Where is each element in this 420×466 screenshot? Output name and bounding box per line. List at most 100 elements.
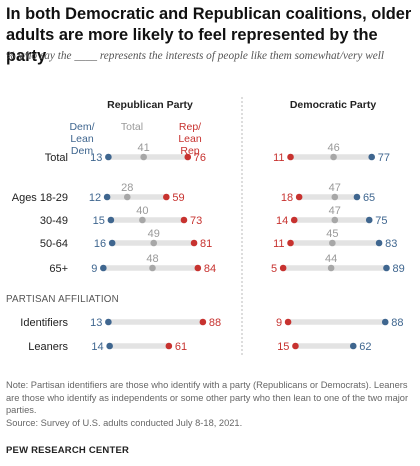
- dot-0-2-0: [184, 153, 192, 161]
- value-label-0-2-1: 59: [172, 192, 184, 204]
- value-label-0-0-6: 14: [91, 341, 103, 353]
- value-label-0-0-4: 9: [91, 263, 97, 275]
- dot-1-2-0: [368, 153, 376, 161]
- value-label-0-2-6: 61: [175, 341, 187, 353]
- note-text: Note: Partisan identifiers are those who…: [6, 380, 409, 416]
- row-label-4: 65+: [49, 263, 68, 275]
- dot-0-1-1: [123, 193, 131, 201]
- source-text: Source: Survey of U.S. adults conducted …: [6, 417, 243, 428]
- value-label-1-1-2: 47: [329, 205, 341, 217]
- dot-0-2-5: [199, 318, 207, 326]
- value-label-1-0-4: 5: [271, 263, 277, 275]
- dot-0-1-0: [140, 153, 147, 161]
- dot-0-0-5: [105, 318, 112, 326]
- value-label-1-2-2: 75: [375, 215, 387, 227]
- dot-0-1-2: [139, 216, 146, 224]
- value-label-1-2-1: 65: [363, 192, 375, 204]
- dot-1-2-2: [365, 216, 373, 224]
- dot-1-2-6: [349, 342, 357, 350]
- dot-1-2-3: [375, 239, 383, 247]
- row-label-2: 30-49: [40, 215, 68, 227]
- legend-label-2-1: Lean: [178, 133, 202, 145]
- dot-1-1-3: [329, 239, 336, 247]
- dot-1-2-1: [353, 193, 361, 201]
- value-label-0-1-1: 28: [121, 182, 133, 194]
- value-label-0-0-3: 16: [94, 238, 106, 250]
- dot-1-0-4: [279, 264, 287, 272]
- legend-label-2-0: Rep/: [179, 121, 201, 133]
- value-label-1-0-6: 15: [277, 341, 289, 353]
- dot-1-1-4: [327, 264, 335, 272]
- dot-0-2-6: [165, 342, 173, 350]
- value-label-0-0-2: 15: [93, 215, 105, 227]
- value-label-0-2-5: 88: [209, 317, 221, 329]
- value-label-1-2-0: 77: [378, 152, 390, 164]
- value-label-1-1-3: 45: [326, 228, 338, 240]
- value-label-0-1-0: 41: [138, 142, 150, 154]
- value-label-1-2-6: 62: [359, 341, 371, 353]
- dot-1-1-1: [331, 193, 339, 201]
- footnote: Note: Partisan identifiers are those who…: [6, 379, 414, 429]
- dot-0-0-3: [108, 239, 116, 247]
- panel-title-0: Republican Party: [107, 99, 193, 111]
- dot-1-0-1: [295, 193, 303, 201]
- dot-0-0-4: [100, 264, 107, 272]
- value-label-1-0-5: 9: [276, 317, 282, 329]
- row-label-5: Identifiers: [20, 317, 68, 329]
- legend-label-0-0: Dem/: [69, 121, 94, 133]
- value-label-0-2-4: 84: [204, 263, 216, 275]
- dot-0-0-0: [105, 153, 112, 161]
- value-label-0-2-0: 76: [194, 152, 206, 164]
- legend-label-1-0: Total: [121, 121, 143, 133]
- dot-0-0-2: [107, 216, 115, 224]
- dot-1-1-0: [330, 153, 337, 161]
- value-label-1-1-4: 44: [325, 253, 337, 265]
- dot-1-1-2: [331, 216, 339, 224]
- row-label-1: Ages 18-29: [12, 192, 68, 204]
- value-label-1-1-0: 46: [327, 142, 339, 154]
- value-label-1-2-4: 89: [392, 263, 404, 275]
- dot-1-2-4: [383, 264, 390, 272]
- dot-0-2-3: [190, 239, 198, 247]
- legend-label-0-1: Lean: [70, 133, 94, 145]
- chart-subtitle: % who say the ____ represents the intere…: [6, 50, 385, 62]
- legend-label-0-2: Dem: [71, 145, 93, 157]
- value-label-0-0-0: 13: [90, 152, 102, 164]
- value-label-1-1-1: 47: [329, 182, 341, 194]
- value-label-1-2-3: 83: [385, 238, 397, 250]
- dot-0-1-4: [149, 264, 156, 272]
- panel-title-1: Democratic Party: [290, 99, 377, 111]
- dot-0-0-1: [103, 193, 111, 201]
- dot-0-2-2: [180, 216, 188, 224]
- dot-1-0-0: [287, 153, 294, 161]
- row-label-3: 50-64: [40, 238, 68, 250]
- dot-0-2-1: [163, 193, 170, 201]
- value-label-1-0-3: 11: [273, 238, 284, 250]
- value-label-0-1-2: 40: [136, 205, 148, 217]
- row-label-6: Leaners: [28, 341, 68, 353]
- dot-1-0-5: [284, 318, 292, 326]
- value-label-0-1-4: 48: [146, 253, 158, 265]
- pew-logo-text: PEW RESEARCH CENTER: [6, 445, 130, 456]
- section-label: PARTISAN AFFILIATION: [6, 294, 119, 305]
- dot-0-2-4: [194, 264, 202, 272]
- value-label-0-2-2: 73: [190, 215, 202, 227]
- value-label-1-0-0: 11: [273, 152, 284, 164]
- dot-1-0-6: [292, 342, 299, 350]
- dot-1-0-2: [290, 216, 298, 224]
- value-label-1-0-1: 18: [281, 192, 293, 204]
- legend-label-2-2: Rep: [180, 145, 199, 157]
- value-label-1-0-2: 14: [276, 215, 288, 227]
- value-label-0-1-3: 49: [148, 228, 160, 240]
- dot-1-0-3: [287, 239, 294, 247]
- row-label-0: Total: [45, 152, 68, 164]
- value-label-1-2-5: 88: [391, 317, 403, 329]
- dot-0-0-6: [106, 342, 113, 350]
- dot-0-1-3: [150, 239, 158, 247]
- dot-1-2-5: [381, 318, 389, 326]
- chart-title: In both Democratic and Republican coalit…: [6, 5, 412, 65]
- value-label-0-0-1: 12: [89, 192, 101, 204]
- value-label-0-0-5: 13: [90, 317, 102, 329]
- value-label-0-2-3: 81: [200, 238, 212, 250]
